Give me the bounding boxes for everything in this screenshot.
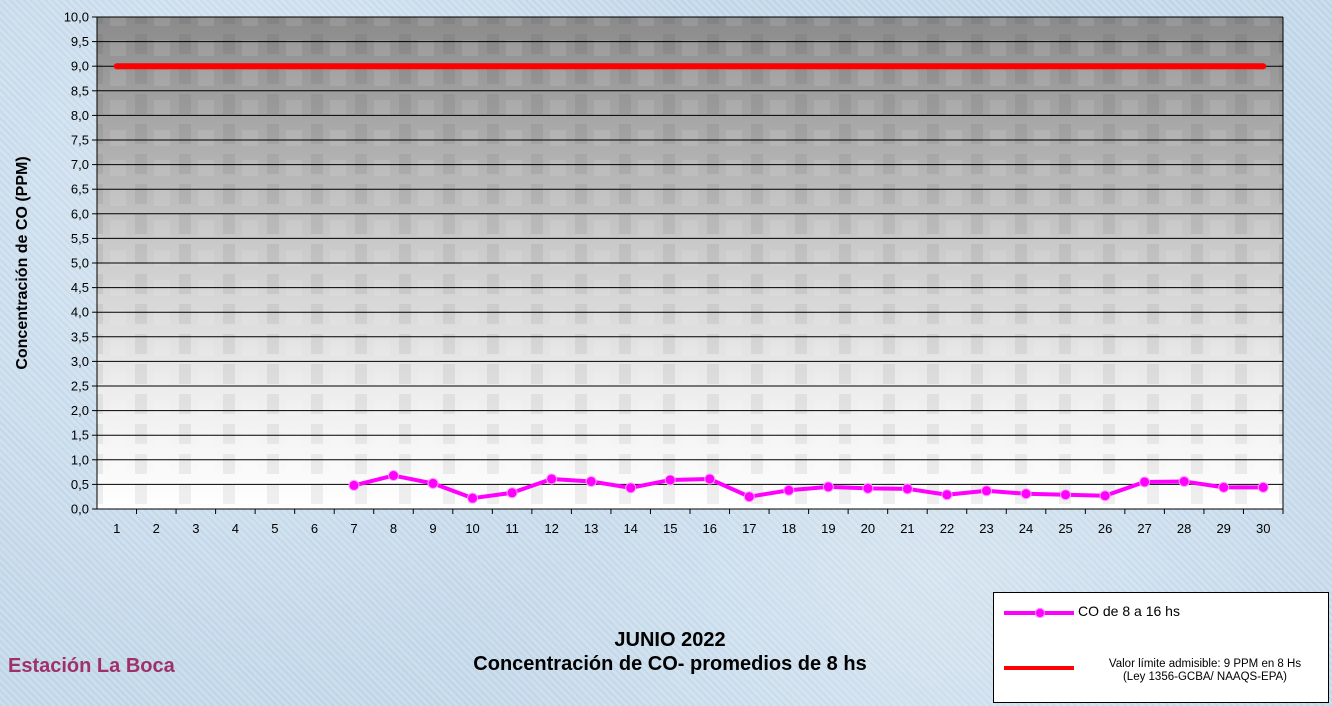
co-data-point bbox=[743, 491, 755, 503]
co-data-point bbox=[506, 487, 518, 499]
y-tick-label: 9,5 bbox=[71, 34, 89, 49]
x-tick-label: 11 bbox=[505, 521, 519, 536]
x-tick-label: 7 bbox=[350, 521, 357, 536]
y-tick-label: 3,0 bbox=[71, 354, 89, 369]
co-data-point bbox=[348, 479, 360, 491]
co-data-point bbox=[783, 484, 795, 496]
co-data-point bbox=[467, 492, 479, 504]
x-tick-label: 24 bbox=[1019, 521, 1033, 536]
x-tick-label: 27 bbox=[1137, 521, 1151, 536]
co-series-line bbox=[353, 473, 1264, 501]
x-tick-label: 19 bbox=[821, 521, 835, 536]
co-data-point bbox=[664, 474, 676, 486]
co-data-point bbox=[1139, 476, 1151, 488]
x-tick-label: 9 bbox=[429, 521, 436, 536]
co-data-point bbox=[901, 483, 913, 495]
y-tick-label: 9,0 bbox=[71, 59, 89, 74]
x-tick-label: 4 bbox=[232, 521, 239, 536]
x-tick-label: 13 bbox=[584, 521, 598, 536]
title-line-1: JUNIO 2022 bbox=[614, 629, 726, 651]
co-data-point bbox=[585, 475, 597, 487]
y-tick-label: 8,5 bbox=[71, 83, 89, 98]
legend-limit-label: Valor límite admisible: 9 PPM en 8 Hs (L… bbox=[1090, 658, 1320, 684]
co-data-point bbox=[941, 489, 953, 501]
title-line-2: Concentración de CO- promedios de 8 hs bbox=[473, 653, 867, 675]
y-tick-label: 5,5 bbox=[71, 231, 89, 246]
y-tick-label: 1,0 bbox=[71, 452, 89, 467]
x-tick-label: 2 bbox=[153, 521, 160, 536]
legend-co-label: CO de 8 a 16 hs bbox=[1078, 603, 1180, 619]
chart-title: JUNIO 2022 Concentración de CO- promedio… bbox=[370, 628, 970, 676]
x-tick-label: 21 bbox=[900, 521, 914, 536]
x-tick-label: 3 bbox=[192, 521, 199, 536]
legend-limit-line-2: (Ley 1356-GCBA/ NAAQS-EPA) bbox=[1122, 671, 1288, 683]
y-tick-label: 5,0 bbox=[71, 256, 89, 271]
co-data-point bbox=[1060, 489, 1072, 501]
x-tick-label: 20 bbox=[861, 521, 875, 536]
x-tick-label: 16 bbox=[703, 521, 717, 536]
x-tick-labels: 1 2 3 4 5 6 7 8 9 10 11 12 13 14 15 16 17 18 19 20 21 22 23 24 2… bbox=[113, 521, 1270, 536]
y-tick-label: 0,0 bbox=[71, 502, 89, 517]
y-tick-label: 4,0 bbox=[71, 305, 89, 320]
co-data-point bbox=[862, 482, 874, 494]
y-tick-label: 3,5 bbox=[71, 329, 89, 344]
x-tick-label: 22 bbox=[940, 521, 954, 536]
x-tick-label: 6 bbox=[311, 521, 318, 536]
co-data-point bbox=[1178, 475, 1190, 487]
y-tick-label: 0,5 bbox=[71, 477, 89, 492]
co-data-point bbox=[625, 482, 637, 494]
co-data-point bbox=[1020, 488, 1032, 500]
co-data-point bbox=[546, 473, 558, 485]
x-tick-label: 12 bbox=[544, 521, 558, 536]
legend-limit-swatch bbox=[1004, 666, 1074, 670]
y-tick-label: 10,0 bbox=[64, 10, 89, 25]
x-tick-label: 5 bbox=[271, 521, 278, 536]
co-data-point bbox=[427, 477, 439, 489]
y-tick-label: 4,5 bbox=[71, 280, 89, 295]
x-tick-label: 30 bbox=[1256, 521, 1270, 536]
y-tick-label: 6,5 bbox=[71, 182, 89, 197]
co-data-point bbox=[822, 481, 834, 493]
x-tick-label: 29 bbox=[1216, 521, 1230, 536]
station-name: Estación La Boca bbox=[8, 655, 175, 677]
x-tick-label: 23 bbox=[979, 521, 993, 536]
x-tick-label: 18 bbox=[782, 521, 796, 536]
legend-co-marker bbox=[1035, 608, 1045, 618]
x-tick-label: 25 bbox=[1058, 521, 1072, 536]
x-tick-label: 17 bbox=[742, 521, 756, 536]
x-tick-label: 15 bbox=[663, 521, 677, 536]
x-tick-label: 14 bbox=[623, 521, 637, 536]
x-tick-label: 10 bbox=[465, 521, 479, 536]
co-data-point bbox=[1218, 481, 1230, 493]
co-data-point bbox=[388, 470, 399, 482]
x-tick-label: 28 bbox=[1177, 521, 1191, 536]
y-tick-label: 6,0 bbox=[71, 206, 89, 221]
legend-limit-line-1: Valor límite admisible: 9 PPM en 8 Hs bbox=[1108, 658, 1302, 670]
y-tick-labels: 0,0 0,5 1,0 1,5 2,0 2,5 3,0 3,5 4,0 4,5 5,0 5,5 6,0 6… bbox=[64, 10, 89, 517]
co-data-point bbox=[1099, 490, 1111, 502]
co-data-point bbox=[981, 485, 992, 497]
x-tick-label: 1 bbox=[113, 521, 120, 536]
x-tick-label: 26 bbox=[1098, 521, 1112, 536]
y-tick-label: 8,0 bbox=[71, 108, 89, 123]
y-axis-label: Concentración de CO (PPM) bbox=[14, 156, 31, 369]
y-tick-label: 7,5 bbox=[71, 133, 89, 148]
y-tick-label: 2,0 bbox=[71, 403, 89, 418]
legend: CO de 8 a 16 hs Valor límite admisible: … bbox=[993, 592, 1329, 703]
gridlines bbox=[92, 16, 1284, 514]
co-data-point bbox=[704, 473, 716, 485]
y-tick-label: 1,5 bbox=[71, 428, 89, 443]
series-group bbox=[113, 63, 1269, 504]
y-tick-label: 2,5 bbox=[71, 379, 89, 394]
x-tick-label: 8 bbox=[390, 521, 397, 536]
co-data-point bbox=[1257, 481, 1269, 493]
y-tick-label: 7,0 bbox=[71, 157, 89, 172]
